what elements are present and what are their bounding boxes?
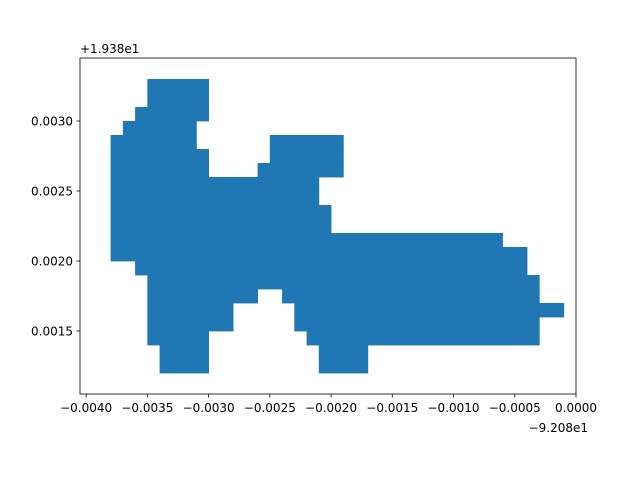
region-cell <box>257 163 344 178</box>
region-cell <box>110 177 320 192</box>
region-cell <box>110 135 197 150</box>
x-axis: −0.0040 −0.0035 −0.0030 −0.0025 −0.0020 −0.00… <box>60 394 597 415</box>
region-cell <box>110 247 528 262</box>
region-cell <box>147 93 209 108</box>
region-cell <box>147 331 209 346</box>
region-cell <box>147 317 234 332</box>
region-cell <box>306 331 540 346</box>
region-cell <box>269 149 344 164</box>
x-tick-label: −0.0035 <box>121 401 173 415</box>
x-tick-label: −0.0025 <box>244 401 296 415</box>
region-cell <box>159 359 209 374</box>
region-cell <box>147 275 540 290</box>
x-tick-label: 0.0000 <box>555 401 597 415</box>
region-cell <box>110 149 209 164</box>
x-offset-label: −9.208e1 <box>529 421 588 435</box>
region-cell <box>294 303 565 318</box>
region-cell <box>110 191 320 206</box>
region-cell <box>147 303 234 318</box>
x-tick-label: −0.0015 <box>366 401 418 415</box>
region-cell <box>159 345 209 360</box>
filled-region <box>110 79 565 374</box>
x-tick-label: −0.0020 <box>305 401 357 415</box>
x-tick-label: −0.0010 <box>428 401 480 415</box>
region-cell <box>135 107 209 122</box>
region-cell <box>110 233 503 248</box>
y-tick-label: 0.0020 <box>31 255 73 269</box>
region-cell <box>318 359 369 374</box>
y-tick-label: 0.0025 <box>31 185 73 199</box>
x-tick-label: −0.0030 <box>183 401 235 415</box>
region-cell <box>318 345 369 360</box>
y-tick-label: 0.0015 <box>31 325 73 339</box>
region-cell <box>135 261 528 276</box>
region-cell <box>122 121 197 136</box>
y-axis: 0.0015 0.0020 0.0025 0.0030 <box>31 115 80 339</box>
x-tick-label: −0.0005 <box>489 401 541 415</box>
region-cell <box>110 205 332 220</box>
region-cell <box>110 163 209 178</box>
axes-frame <box>79 57 577 395</box>
region-cell <box>147 79 209 94</box>
y-offset-label: +1.938e1 <box>80 42 139 56</box>
x-tick-label: −0.0040 <box>60 401 112 415</box>
region-cell <box>282 289 540 304</box>
region-cell <box>110 219 332 234</box>
region-cell <box>294 317 540 332</box>
region-cell <box>269 135 344 150</box>
region-cell <box>147 289 258 304</box>
y-tick-label: 0.0030 <box>31 115 73 129</box>
